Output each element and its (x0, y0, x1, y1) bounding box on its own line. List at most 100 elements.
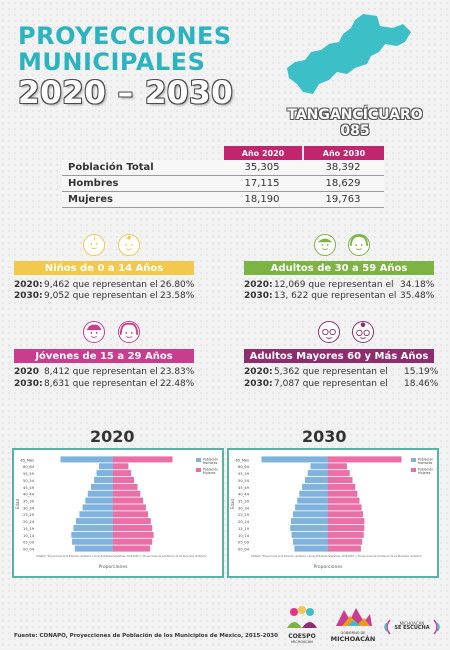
bar-female (328, 483, 356, 490)
bar-male (82, 504, 113, 511)
footer-source: Fuente: CONAPO, Proyecciones de Població… (14, 633, 278, 639)
stat-ninos-2030: 2030: 9,052 que representan el (14, 291, 158, 301)
bar-female (328, 470, 350, 477)
pyramid-2030-frame: 00_04 05_09 10_14 15_19 20_24 25_29 30_34 35_39… (227, 448, 439, 578)
legend-label-male-2: Hombres (418, 461, 433, 465)
table-row: Población Total 35,305 38,392 (62, 160, 384, 176)
stat-text: 12,069 que representan el (274, 280, 394, 290)
table-row: Hombres 17,115 18,629 (62, 176, 384, 192)
legend-swatch-male (196, 458, 201, 462)
bar-male (94, 476, 113, 484)
bar-male (295, 504, 328, 511)
stat-pct: 23.83% (160, 367, 195, 377)
bar-female (328, 511, 363, 518)
chart-source-note: CONAPO, "Proyecciones de la Población de… (36, 555, 207, 558)
age-tick-label: 60_64 (238, 465, 250, 469)
stat-year: 2020: (244, 280, 273, 290)
stat-adultos-2030: 2030: 13, 622 que representan el (244, 291, 396, 301)
legend-swatch-female (196, 468, 201, 472)
age-tick-label: 15_19 (238, 527, 250, 531)
bar-female (113, 456, 173, 463)
bar-female (328, 504, 362, 511)
bar-male (304, 476, 328, 484)
se-escucha-line1: MICHOACÁN (399, 621, 425, 627)
age-tick-label: 20_24 (238, 520, 250, 524)
bar-female (328, 463, 347, 470)
legend-label-female: Población (203, 468, 218, 472)
se-escucha-logo: MICHOACÁN SE ESCUCHA (382, 615, 442, 639)
bar-male (261, 456, 328, 463)
bar-male (293, 511, 328, 518)
stat-mayores-2020: 2020: 5,362 que representan el (244, 367, 388, 377)
bar-male (72, 538, 113, 545)
cell-2020: 17,115 (244, 178, 280, 189)
row-label: Población Total (68, 162, 154, 173)
y-axis-label: Edad (15, 499, 20, 510)
stat-pct: 34.18% (400, 280, 435, 290)
bar-female (113, 531, 154, 538)
bar-male (310, 463, 328, 470)
age-tick-label: 00_04 (23, 548, 35, 552)
municipality-name-text: TANGANCÍCUARO (287, 107, 423, 123)
age-tick-label: 65_Más (235, 458, 249, 462)
band-mayores: Adultos Mayores 60 y Más Años (244, 349, 434, 363)
row-label: Hombres (68, 178, 119, 189)
elder-woman-icon (352, 321, 374, 343)
bar-male (87, 490, 113, 497)
bar-male (297, 497, 328, 504)
municipality-code: 085 (340, 123, 370, 140)
bar-male (307, 470, 328, 477)
adult-man-icon (314, 234, 336, 256)
bar-male (299, 490, 328, 497)
stat-ninos-2020: 2020: 9,462 que representan el (14, 280, 158, 290)
adult-woman-icon (348, 234, 370, 256)
title-line-1: PROYECCIONES (18, 22, 232, 50)
age-tick-label: 40_44 (23, 493, 35, 497)
age-tick-label: 45_49 (238, 486, 250, 490)
bar-male (74, 545, 113, 552)
bar-male (73, 524, 113, 532)
bar-male (60, 456, 113, 463)
municipality-map (287, 14, 411, 94)
age-tick-label: 50_54 (238, 479, 250, 483)
stat-text: 8,412 que representan el (44, 367, 158, 377)
pyramid-2020-chart: 00_04 05_09 10_14 15_19 20_24 25_29 30_34 35_39… (15, 456, 218, 570)
stat-pct: 35.48% (400, 291, 435, 301)
stat-year: 2020 (14, 367, 40, 377)
stat-year: 2020: (14, 280, 43, 290)
stat-year: 2020: (244, 367, 273, 377)
stat-pct: 26.80% (160, 280, 195, 290)
legend-label-male-2: Hombres (203, 461, 218, 465)
bar-female (113, 504, 146, 511)
legend-label-male: Población (418, 458, 433, 462)
bar-female (328, 531, 364, 538)
stat-mayores-2030: 2030: 7,087 que representan el (244, 379, 388, 389)
stat-pct: 23.58% (160, 291, 195, 301)
age-tick-label: 40_44 (238, 493, 250, 497)
legend-label-male: Población (203, 458, 218, 462)
bar-male (302, 483, 328, 490)
pyramid-year-2020: 2020 (90, 427, 135, 446)
bar-female (328, 497, 360, 504)
coespo-logo-text: COESPO (288, 633, 316, 640)
age-tick-label: 30_34 (238, 506, 250, 510)
title-line-2: MUNICIPALES (18, 48, 206, 76)
bar-male (99, 463, 113, 470)
age-tick-label: 00_04 (238, 548, 250, 552)
stat-jovenes-2020: 2020 8,412 que representan el (14, 367, 158, 377)
sound-waves-left-icon (384, 619, 391, 635)
stat-year: 2030: (14, 291, 43, 301)
band-jovenes: Jóvenes de 15 a 29 Años (14, 349, 194, 363)
age-tick-label: 05_09 (238, 541, 250, 545)
stat-text: 7,087 que representan el (274, 379, 388, 389)
bar-female (113, 490, 141, 497)
bar-female (113, 538, 153, 545)
sound-waves-right-icon (433, 619, 440, 635)
age-tick-label: 10_14 (23, 534, 35, 538)
age-tick-label: 35_39 (238, 500, 250, 504)
cell-2030: 38,392 (325, 162, 361, 173)
bar-male (290, 518, 328, 525)
michoacan-logo-text: MICHOACÁN (330, 634, 376, 643)
stat-text: 9,462 que representan el (44, 280, 158, 290)
bar-female (328, 545, 361, 552)
